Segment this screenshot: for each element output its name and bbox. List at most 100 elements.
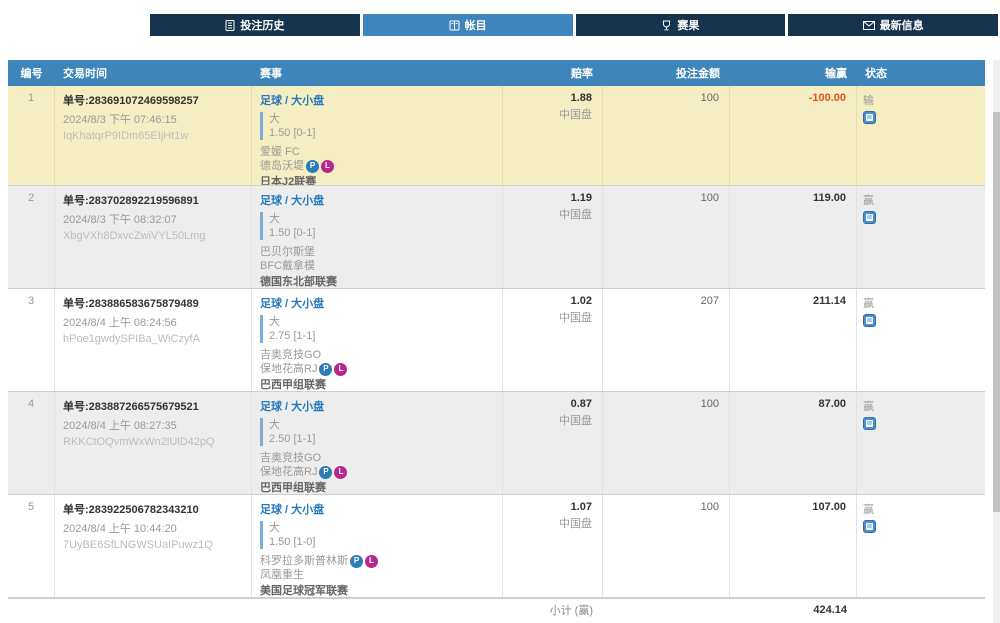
order-number: 单号:283691072469598257: [63, 95, 199, 107]
transaction-time: 2024/8/3 下午 07:46:15: [63, 114, 177, 126]
results-icon: [661, 20, 672, 31]
receipt-icon[interactable]: [863, 314, 876, 327]
transaction-cell: 单号:283887266575679521 2024/8/4 上午 08:27:…: [55, 392, 252, 494]
mail-icon: [862, 20, 875, 30]
status-cell: 输: [857, 86, 985, 185]
subtotal-label: 小计 (赢): [549, 605, 593, 617]
away-team: 凤凰重生PL: [260, 568, 494, 582]
away-team: 德岛沃堤 P L: [260, 159, 494, 173]
table-row: 1 单号:283691072469598257 2024/8/3 下午 07:4…: [8, 86, 985, 186]
order-number: 单号:283922506782343210: [63, 504, 199, 516]
stake-cell: 100: [603, 186, 730, 288]
tab-accounts[interactable]: 帐目: [362, 14, 573, 36]
pick-selection: 大: [269, 213, 280, 225]
p-badge-icon[interactable]: P: [319, 362, 333, 376]
tab-results-label: 赛果: [677, 20, 700, 32]
receipt-icon[interactable]: [863, 211, 876, 224]
pick-selection: 大: [269, 419, 280, 431]
scrollbar-thumb[interactable]: [993, 112, 1000, 512]
market-link[interactable]: 足球 / 大小盘: [260, 504, 325, 516]
table-row: 4 单号:283887266575679521 2024/8/4 上午 08:2…: [8, 392, 985, 495]
tab-latest-info[interactable]: 最新信息: [788, 14, 998, 36]
odds-type: 中国盘: [559, 312, 592, 324]
pick-line: 1.50 [0-1]: [269, 127, 316, 139]
l-badge-icon[interactable]: L: [334, 362, 348, 376]
row-number: 3: [8, 289, 55, 391]
odds-cell: 1.02 中国盘: [503, 289, 603, 391]
odds-cell: 1.88 中国盘: [503, 86, 603, 185]
market-link[interactable]: 足球 / 大小盘: [260, 298, 325, 310]
pick-selection: 大: [269, 522, 280, 534]
receipt-icon[interactable]: [863, 111, 876, 124]
home-team: 巴贝尔斯堡PL: [260, 245, 494, 259]
market-link[interactable]: 足球 / 大小盘: [260, 95, 325, 107]
odds-type: 中国盘: [559, 209, 592, 221]
top-nav: 投注历史 帐目 赛果 最新信息: [150, 14, 998, 36]
transaction-cell: 单号:283886583675879489 2024/8/4 上午 08:24:…: [55, 289, 252, 391]
tab-bet-history-label: 投注历史: [240, 20, 285, 32]
market-link[interactable]: 足球 / 大小盘: [260, 401, 325, 413]
table-row: 3 单号:283886583675879489 2024/8/4 上午 08:2…: [8, 289, 985, 392]
accounts-table: 编号 交易时间 赛事 赔率 投注金额 输赢 状态 1 单号:2836910724…: [8, 60, 985, 621]
pick-block: 大 1.50 [0-1]: [260, 112, 494, 140]
league-name: 巴西甲组联赛: [260, 482, 326, 494]
winloss-amount: -100.00: [808, 92, 846, 104]
home-team: 爱媛 FCPL: [260, 145, 494, 159]
receipt-icon[interactable]: [863, 520, 876, 533]
scrollbar-track[interactable]: [993, 60, 1000, 623]
status-text: 赢: [863, 195, 874, 207]
league-name: 德国东北部联赛: [260, 276, 337, 288]
odds-cell: 1.07 中国盘: [503, 495, 603, 597]
status-cell: 赢: [857, 289, 985, 391]
tab-bet-history[interactable]: 投注历史: [150, 14, 360, 36]
odds-cell: 0.87 中国盘: [503, 392, 603, 494]
tab-accounts-label: 帐目: [464, 20, 487, 32]
home-team-name: 吉奥竞技GO: [260, 452, 322, 464]
status-cell: 赢: [857, 186, 985, 288]
col-header-time: 交易时间: [63, 68, 107, 80]
odds-value: 1.19: [570, 192, 592, 204]
winloss-amount: 119.00: [812, 192, 846, 204]
row-number: 5: [8, 495, 55, 597]
transaction-ref: hPoe1gwdySPIBa_WiCzyfA: [63, 333, 200, 345]
winloss-amount: 107.00: [812, 501, 846, 513]
transaction-time: 2024/8/4 上午 08:24:56: [63, 317, 177, 329]
pick-block: 大 2.75 [1-1]: [260, 315, 494, 343]
pick-selection: 大: [269, 316, 280, 328]
stake-cell: 100: [603, 86, 730, 185]
ledger-icon: [449, 20, 460, 31]
p-badge-icon[interactable]: P: [306, 159, 319, 173]
table-row: 5 单号:283922506782343210 2024/8/4 上午 10:4…: [8, 495, 985, 598]
home-team-name: 科罗拉多斯普林斯: [260, 555, 348, 567]
event-cell: 足球 / 大小盘 大 2.75 [1-1] 吉奥竞技GOPL 保地花高RJPL …: [252, 289, 503, 391]
l-badge-icon[interactable]: L: [321, 159, 334, 173]
col-header-odds: 赔率: [571, 68, 593, 80]
transaction-ref: RKKCtOQvmWxWn2lUlD42pQ: [63, 436, 215, 448]
transaction-ref: 7UyBE6SfLNGWSUaIPuwz1Q: [63, 539, 213, 551]
receipt-icon[interactable]: [863, 417, 876, 430]
p-badge-icon[interactable]: P: [350, 554, 363, 568]
l-badge-icon[interactable]: L: [365, 554, 378, 568]
pick-line: 1.50 [1-0]: [269, 536, 316, 548]
odds-value: 1.88: [570, 92, 592, 104]
away-team-name: 保地花高RJ: [260, 466, 318, 478]
away-team-name: BFC戴拿模: [260, 260, 315, 272]
stake-cell: 100: [603, 495, 730, 597]
pick-selection: 大: [269, 113, 280, 125]
pick-block: 大 1.50 [1-0]: [260, 521, 494, 549]
pick-block: 大 1.50 [0-1]: [260, 212, 494, 240]
status-text: 赢: [863, 401, 874, 413]
market-link[interactable]: 足球 / 大小盘: [260, 195, 325, 207]
transaction-time: 2024/8/4 上午 10:44:20: [63, 523, 177, 535]
table-footer: 小计 (赢) 424.14: [8, 598, 985, 621]
l-badge-icon[interactable]: L: [334, 465, 348, 479]
pick-line: 2.75 [1-1]: [269, 330, 316, 342]
row-number: 2: [8, 186, 55, 288]
league-name: 巴西甲组联赛: [260, 379, 326, 391]
transaction-time: 2024/8/3 下午 08:32:07: [63, 214, 177, 226]
transaction-cell: 单号:283702892219596891 2024/8/3 下午 08:32:…: [55, 186, 252, 288]
tab-results[interactable]: 赛果: [575, 14, 786, 36]
p-badge-icon[interactable]: P: [319, 465, 333, 479]
